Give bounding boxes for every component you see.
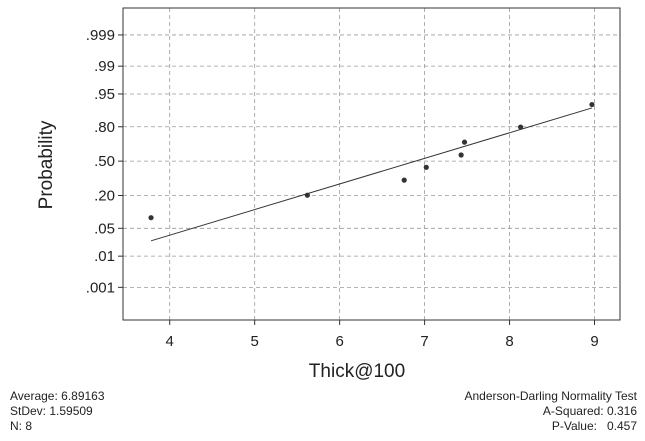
y-axis-ticks: .001 .01 .05 .20 .50 .80 .95 .99 .999	[86, 27, 123, 296]
data-points	[148, 101, 595, 221]
y-tick-label: .05	[94, 220, 115, 237]
data-point	[401, 177, 407, 183]
y-tick-label: .20	[94, 188, 115, 205]
x-axis-label: Thick@100	[309, 361, 405, 382]
x-tick-label: 8	[505, 333, 513, 350]
summary-statistics: Average: 6.89163 StDev: 1.59509 N: 8	[10, 389, 105, 434]
x-tick-label: 5	[251, 333, 259, 350]
data-point	[304, 192, 310, 198]
data-point	[589, 101, 595, 108]
average-value: Average: 6.89163	[10, 389, 105, 403]
n-value: N: 8	[10, 419, 33, 433]
y-tick-label: .01	[94, 248, 115, 265]
p-value: P-Value: 0.457	[551, 419, 637, 433]
fit-line-group	[150, 107, 593, 242]
normal-probability-plot: 4 5 6 7 8 9 .001 .01 .05 .20 .50 .80 .95 .99 .999 Thi…	[36, 7, 621, 382]
data-point	[458, 152, 464, 158]
y-tick-label: .99	[94, 58, 115, 75]
grid-lines	[123, 8, 620, 320]
y-tick-label: .999	[86, 27, 115, 44]
data-point	[148, 215, 154, 221]
data-point	[423, 164, 429, 170]
plot-frame	[122, 7, 621, 321]
x-axis-ticks: 4 5 6 7 8 9	[166, 320, 599, 350]
stdev-value: StDev: 1.59509	[10, 404, 93, 418]
normality-test-title: Anderson-Darling Normality Test	[464, 389, 637, 403]
x-tick-label: 7	[420, 333, 428, 350]
normality-test-results: Anderson-Darling Normality Test A-Square…	[464, 389, 637, 434]
data-point	[461, 139, 468, 145]
y-tick-label: .95	[94, 86, 115, 103]
data-point	[518, 124, 524, 130]
x-tick-label: 9	[590, 333, 598, 350]
a-squared-value: A-Squared: 0.316	[542, 404, 637, 418]
y-tick-label: .50	[94, 153, 115, 170]
y-tick-label: .001	[86, 279, 115, 296]
x-tick-label: 6	[335, 333, 343, 350]
y-axis-label: Probability	[36, 120, 57, 209]
y-tick-label: .80	[94, 119, 115, 136]
fit-line	[150, 107, 593, 242]
x-tick-label: 4	[166, 333, 174, 350]
